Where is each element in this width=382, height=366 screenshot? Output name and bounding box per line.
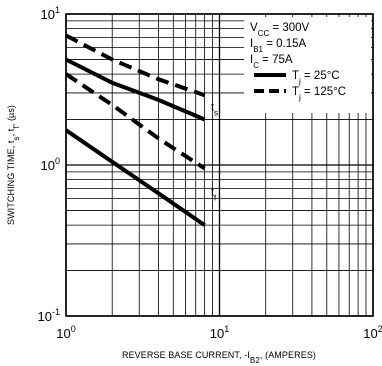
legend-condition: VCC = 300V xyxy=(250,22,310,38)
y-axis-label: SWITCHING TIME, ts, tf, (µs) xyxy=(6,105,21,225)
text-part: , (AMPERES) xyxy=(260,350,316,360)
text-part: , (µs) xyxy=(6,105,16,126)
text-part: T xyxy=(292,86,299,98)
text-part: = 75A xyxy=(259,54,293,66)
text-part: REVERSE BASE CURRENT, -I xyxy=(122,350,250,360)
text-part: f xyxy=(214,193,217,202)
text-part: f xyxy=(12,126,21,129)
tick-base: 10 xyxy=(38,309,52,324)
text-part: = 125°C xyxy=(301,86,346,98)
tick-base: 10 xyxy=(210,326,224,341)
x-tick-label: 101 xyxy=(210,324,229,341)
tick-exponent: 2 xyxy=(378,324,382,334)
text-part: j xyxy=(298,77,301,86)
text-part: V xyxy=(250,22,258,34)
text-part: T xyxy=(292,70,299,82)
x-tick-label: 100 xyxy=(56,324,75,341)
text-part: I xyxy=(250,38,253,50)
text-part: SWITCHING TIME, t xyxy=(6,140,16,225)
tick-base: 10 xyxy=(363,326,377,341)
curve-label: ts xyxy=(211,101,218,117)
tick-exponent: 0 xyxy=(55,156,60,166)
tick-base: 10 xyxy=(41,158,55,173)
text-part: = 0.15A xyxy=(263,38,306,50)
text-part: C xyxy=(253,61,259,70)
tick-base: 10 xyxy=(41,7,55,22)
series-line-tf-dashed xyxy=(64,72,206,171)
x-tick-labels: 100 101 102 xyxy=(56,324,382,341)
text-part: B1 xyxy=(253,45,263,54)
tick-base: 10 xyxy=(56,326,70,341)
text-part: s xyxy=(12,136,21,140)
plot-frame xyxy=(65,13,374,317)
series-line-ts-solid xyxy=(65,57,206,122)
curve-label: tf xyxy=(211,186,217,202)
y-tick-label: 101 xyxy=(41,5,60,22)
text-part: I xyxy=(250,54,253,66)
tick-exponent: 1 xyxy=(55,5,60,15)
y-tick-label: 10-1 xyxy=(38,307,60,324)
text-part: j xyxy=(298,93,301,102)
series-line-ts-dashed xyxy=(65,33,206,98)
legend-entry-label: Tj = 25°C xyxy=(292,70,340,86)
text-part: t xyxy=(211,101,214,113)
text-part: B2 xyxy=(250,356,260,365)
x-axis-label: REVERSE BASE CURRENT, -IB2, (AMPERES) xyxy=(122,350,316,365)
text-part: = 25°C xyxy=(301,70,340,82)
legend-entry-label: Tj = 125°C xyxy=(292,86,346,102)
x-tick-label: 102 xyxy=(363,324,382,341)
text-part: s xyxy=(214,108,218,117)
tick-exponent: 0 xyxy=(71,324,76,334)
y-tick-label: 100 xyxy=(41,156,60,173)
series-line-tf-solid xyxy=(64,128,206,227)
tick-exponent: -1 xyxy=(52,307,60,317)
text-part: t xyxy=(211,186,214,198)
legend-condition: IB1 = 0.15A xyxy=(250,38,306,54)
text-part: = 300V xyxy=(269,22,309,34)
tick-exponent: 1 xyxy=(224,324,229,334)
text-part: CC xyxy=(258,29,270,38)
legend-condition: IC = 75A xyxy=(250,54,293,70)
text-part: , t xyxy=(6,128,16,136)
legend-background xyxy=(244,17,371,113)
series-group xyxy=(64,33,206,227)
